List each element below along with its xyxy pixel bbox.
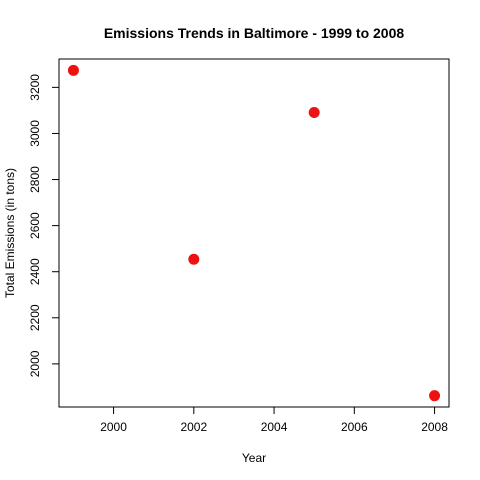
y-tick-label: 3000	[28, 120, 42, 147]
x-tick-label: 2002	[180, 420, 207, 434]
y-tick-label: 2600	[28, 212, 42, 239]
data-point	[308, 106, 320, 118]
y-tick-label: 2200	[28, 304, 42, 331]
x-axis: 2000 2002 2004 2006 2008	[100, 406, 448, 434]
y-tick-label: 2000	[28, 350, 42, 377]
x-tick-label: 2000	[100, 420, 127, 434]
y-tick-label: 2800	[28, 166, 42, 193]
y-axis-label: Total Emissions (in tons)	[3, 168, 17, 298]
x-tick-label: 2004	[261, 420, 288, 434]
y-tick-label: 3200	[28, 74, 42, 101]
data-points	[67, 64, 441, 402]
data-point	[188, 253, 200, 265]
x-tick-label: 2006	[341, 420, 368, 434]
data-point	[67, 64, 79, 76]
y-tick-label: 2400	[28, 258, 42, 285]
data-point	[429, 390, 441, 402]
plot-frame	[58, 58, 450, 408]
y-axis: 2000 2200 2400 2600 2800 3000 3200	[28, 74, 60, 377]
chart-title: Emissions Trends in Baltimore - 1999 to …	[104, 25, 405, 41]
x-axis-label: Year	[242, 451, 266, 465]
x-tick-label: 2008	[421, 420, 448, 434]
